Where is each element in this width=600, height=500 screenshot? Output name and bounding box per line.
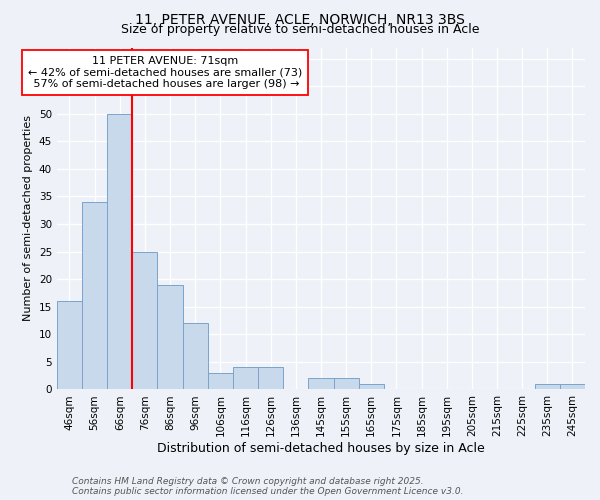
Bar [308, 378, 334, 390]
Bar [133, 252, 157, 390]
Text: 11 PETER AVENUE: 71sqm
← 42% of semi-detached houses are smaller (73)
 57% of se: 11 PETER AVENUE: 71sqm ← 42% of semi-det… [28, 56, 302, 89]
Bar [258, 368, 283, 390]
Bar [182, 324, 208, 390]
Bar [334, 378, 359, 390]
X-axis label: Distribution of semi-detached houses by size in Acle: Distribution of semi-detached houses by … [157, 442, 485, 455]
Text: 11, PETER AVENUE, ACLE, NORWICH, NR13 3BS: 11, PETER AVENUE, ACLE, NORWICH, NR13 3B… [135, 12, 465, 26]
Bar [82, 202, 107, 390]
Bar [107, 114, 133, 390]
Bar [359, 384, 384, 390]
Bar [560, 384, 585, 390]
Bar [233, 368, 258, 390]
Text: Size of property relative to semi-detached houses in Acle: Size of property relative to semi-detach… [121, 22, 479, 36]
Y-axis label: Number of semi-detached properties: Number of semi-detached properties [23, 116, 33, 322]
Bar [57, 301, 82, 390]
Text: Contains HM Land Registry data © Crown copyright and database right 2025.
Contai: Contains HM Land Registry data © Crown c… [72, 476, 464, 496]
Bar [535, 384, 560, 390]
Bar [157, 284, 182, 390]
Bar [208, 373, 233, 390]
